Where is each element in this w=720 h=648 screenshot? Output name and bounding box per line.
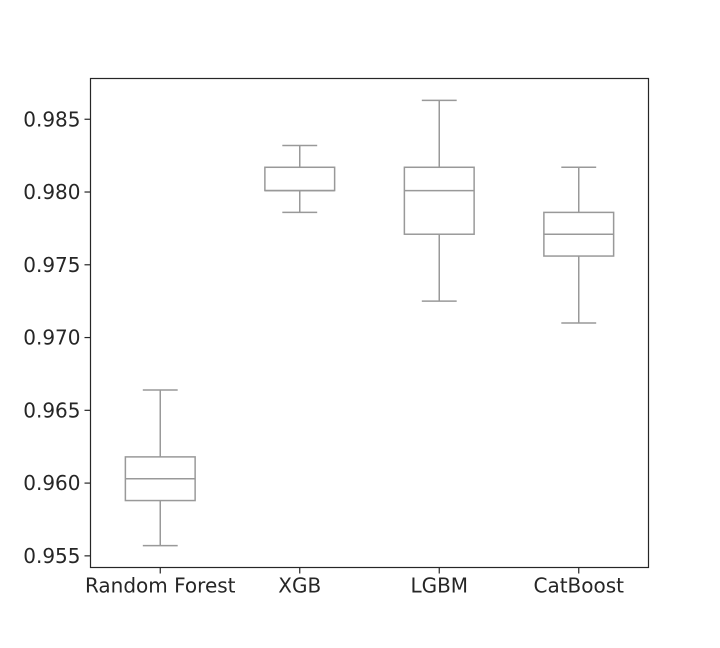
box-series	[124, 99, 615, 547]
y-tick-label: 0.985	[23, 107, 80, 131]
y-tick-label: 0.980	[23, 180, 80, 204]
box-iqr	[264, 166, 336, 192]
box-iqr	[403, 166, 475, 235]
y-tick-label: 0.970	[23, 326, 80, 350]
box-xgb	[264, 144, 336, 214]
x-tick-label: XGB	[278, 574, 321, 598]
x-axis: Random Forest XGB LGBM CatBoost	[85, 567, 624, 598]
plot-frame	[89, 77, 650, 569]
y-tick-label: 0.975	[23, 253, 80, 277]
y-tick-label: 0.965	[23, 398, 80, 422]
box-lgbm	[403, 99, 475, 302]
y-axis: 0.955 0.960 0.965 0.970 0.975 0.980 0.985	[23, 107, 91, 568]
box-random-forest	[124, 389, 196, 547]
x-tick-label: CatBoost	[533, 574, 624, 598]
box-catboost	[543, 166, 615, 324]
y-tick-label: 0.960	[23, 471, 80, 495]
x-tick-label: LGBM	[410, 574, 468, 598]
y-tick-label: 0.955	[23, 544, 80, 568]
x-tick-label: Random Forest	[85, 574, 236, 598]
